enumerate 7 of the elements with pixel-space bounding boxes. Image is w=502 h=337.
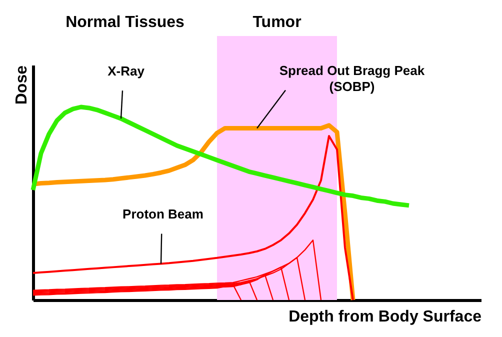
annotation: Proton Beam	[122, 206, 204, 222]
text: Normal Tissues	[66, 14, 185, 31]
text: X-Ray	[108, 64, 146, 79]
x-axis-title: Depth from Body Surface	[288, 308, 482, 326]
text: Tumor	[252, 14, 302, 31]
text: Spread Out Bragg Peak (SOBP)	[279, 63, 426, 94]
y-axis-title: Dose	[14, 65, 30, 105]
